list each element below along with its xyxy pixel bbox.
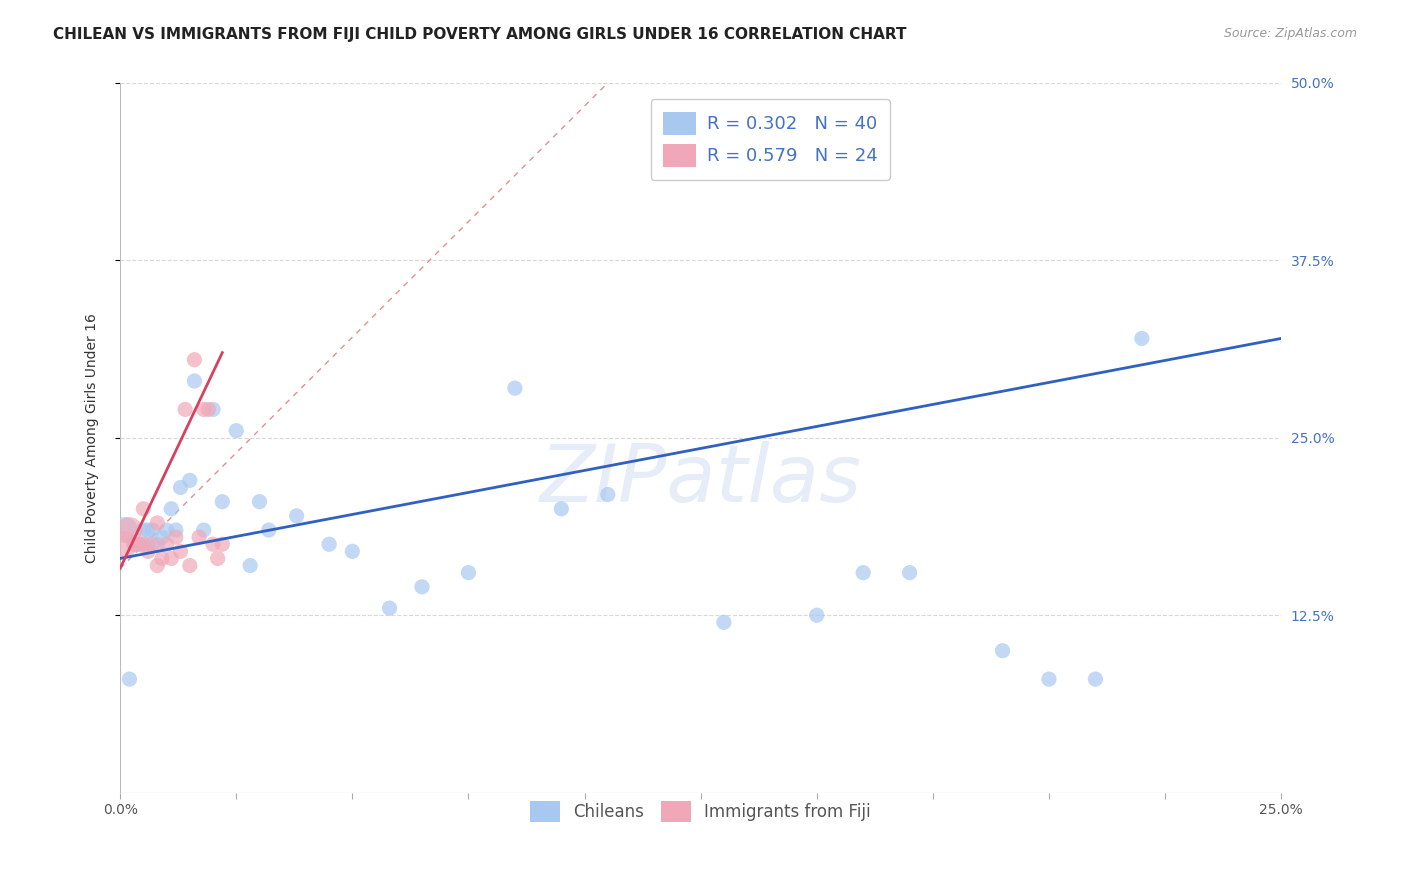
Point [142, 537, 165, 551]
Point [207, 551, 229, 566]
Point [136, 544, 159, 558]
Point [179, 558, 201, 573]
Point [136, 523, 159, 537]
Point [165, 530, 187, 544]
Point [165, 523, 187, 537]
Point [197, 402, 219, 417]
Legend: Chileans, Immigrants from Fiji: Chileans, Immigrants from Fiji [519, 789, 883, 834]
Point [596, 487, 619, 501]
Point [342, 544, 364, 558]
Point [457, 566, 479, 580]
Point [1084, 672, 1107, 686]
Point [150, 551, 173, 566]
Point [179, 474, 201, 488]
Point [169, 544, 191, 558]
Point [257, 523, 280, 537]
Point [146, 558, 169, 573]
Point [193, 402, 215, 417]
Point [132, 537, 155, 551]
Point [146, 537, 169, 551]
Text: Source: ZipAtlas.com: Source: ZipAtlas.com [1223, 27, 1357, 40]
Point [146, 516, 169, 530]
Point [136, 537, 159, 551]
Point [202, 537, 225, 551]
Point [128, 537, 150, 551]
Point [898, 566, 921, 580]
Point [411, 580, 433, 594]
Text: ZIPatlas: ZIPatlas [540, 442, 862, 519]
Point [122, 537, 145, 551]
Point [183, 352, 205, 367]
Point [991, 643, 1014, 657]
Point [1038, 672, 1060, 686]
Point [188, 530, 211, 544]
Point [118, 523, 141, 537]
Point [132, 501, 155, 516]
Point [114, 537, 136, 551]
Point [239, 558, 262, 573]
Point [132, 523, 155, 537]
Y-axis label: Child Poverty Among Girls Under 16: Child Poverty Among Girls Under 16 [86, 313, 100, 563]
Point [142, 523, 165, 537]
Point [160, 551, 183, 566]
Point [225, 424, 247, 438]
Point [503, 381, 526, 395]
Point [211, 494, 233, 508]
Point [378, 601, 401, 615]
Point [174, 402, 197, 417]
Point [852, 566, 875, 580]
Point [150, 530, 173, 544]
Point [1130, 331, 1153, 345]
Point [122, 537, 145, 551]
Point [249, 494, 271, 508]
Point [318, 537, 340, 551]
Point [160, 501, 183, 516]
Point [155, 523, 177, 537]
Point [128, 537, 150, 551]
Point [713, 615, 735, 630]
Point [183, 374, 205, 388]
Point [193, 523, 215, 537]
Point [169, 480, 191, 494]
Point [155, 537, 177, 551]
Text: CHILEAN VS IMMIGRANTS FROM FIJI CHILD POVERTY AMONG GIRLS UNDER 16 CORRELATION C: CHILEAN VS IMMIGRANTS FROM FIJI CHILD PO… [53, 27, 907, 42]
Point [550, 501, 572, 516]
Point [806, 608, 828, 623]
Point [211, 537, 233, 551]
Point [114, 523, 136, 537]
Point [202, 402, 225, 417]
Point [118, 672, 141, 686]
Point [285, 508, 308, 523]
